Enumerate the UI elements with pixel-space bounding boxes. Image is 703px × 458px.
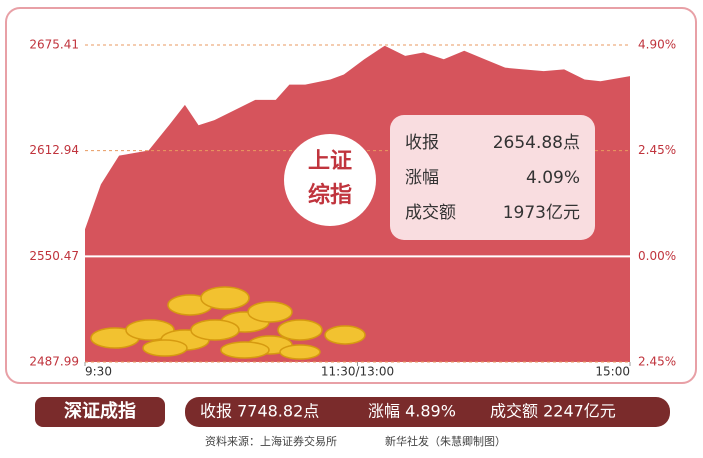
footer-item: 成交额 2247亿元 (490, 402, 616, 421)
badge-text: 上证 (308, 149, 352, 174)
source: 资料来源：上海证券交易所 (205, 434, 337, 448)
page: {"chart_data":{"type":"area","color":"#d… (0, 0, 703, 458)
info-label: 收报 (405, 133, 439, 153)
footer-item: 涨幅 4.89% (368, 402, 456, 421)
y-tick-label: 2550.47 (29, 249, 79, 263)
chart: 2487.99 2550.47 2612.94 2675.41 2.45% 0.00% 2.… (0, 0, 703, 454)
y-tick-label: 2487.99 (29, 355, 79, 369)
info-value: 1973亿元 (503, 203, 580, 223)
x-tick-label: 15:00 (595, 365, 630, 379)
y2-tick-label: 4.90% (638, 38, 676, 52)
info-value: 2654.88点 (493, 133, 580, 153)
y2-tick-label: 2.45% (638, 355, 676, 369)
source: 新华社发（朱慧卿制图） (385, 434, 506, 448)
footer-index: 深证成指 (64, 400, 136, 422)
y2-tick-label: 0.00% (638, 249, 676, 263)
y-tick-label: 2612.94 (29, 143, 79, 157)
badge-text: 综指 (308, 182, 352, 208)
info-label: 涨幅 (405, 168, 439, 188)
footer-item: 收报 7748.82点 (200, 402, 319, 421)
y2-tick-label: 2.45% (638, 143, 676, 157)
x-tick-label: 9:30 (85, 365, 112, 379)
y-tick-label: 2675.41 (29, 38, 79, 52)
info-value: 4.09% (526, 168, 580, 188)
x-tick-label: 11:30/13:00 (321, 365, 394, 379)
badge-circle (284, 134, 376, 226)
info-label: 成交额 (405, 203, 456, 223)
